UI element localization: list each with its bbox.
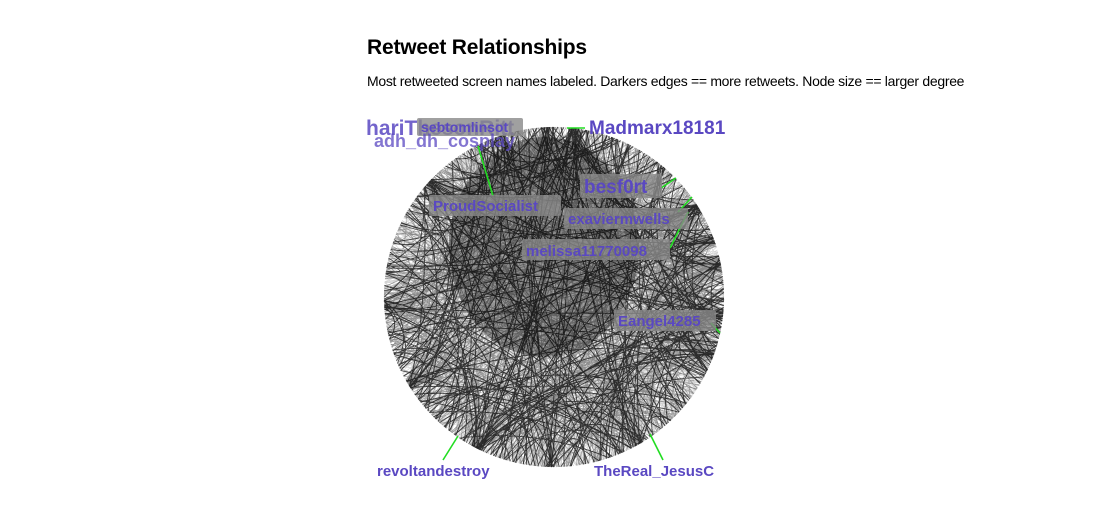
edge-layer [383, 126, 725, 468]
label-box-sebtomlinsot [417, 118, 523, 136]
label-box-proudsocialist [429, 195, 561, 216]
leader-line-therealjesusc [649, 433, 664, 461]
node-label-exaviermwells: exaviermwells [568, 211, 670, 228]
chart-title: Retweet Relationships [367, 36, 587, 59]
label-layer: Madmarx18181 hariThesonRitt sebtomlinsot… [366, 117, 726, 480]
node-label-madmarx18181: Madmarx18181 [589, 118, 726, 139]
leader-line-proudsocialist [477, 145, 494, 197]
node-label-revoltandestroy: revoltandestroy [377, 463, 490, 480]
chart-subtitle: Most retweeted screen names labeled. Dar… [367, 73, 965, 89]
label-box-eangel4285 [614, 310, 716, 331]
label-box-exaviermwells [564, 208, 688, 229]
label-box-besf0rt [580, 174, 662, 198]
node-label-proudsocialist: ProudSocialist [433, 198, 538, 215]
leader-line-revoltandestroy [442, 435, 459, 461]
node-label-adh-dh-cosplay: adh_dh_cosplay [374, 131, 515, 151]
leader-line-besf0rt [660, 177, 677, 189]
node-label-eangel4285: Eangel4285 [618, 313, 701, 330]
node-label-besf0rt: besf0rt [584, 177, 648, 198]
node-label-sebtomlinsot: sebtomlinsot [421, 119, 508, 135]
label-box-melissa11770098 [522, 239, 670, 260]
node-label-therealjesusc: TheReal_JesusC [594, 463, 714, 480]
node-label-melissa11770098: melissa11770098 [526, 243, 647, 260]
